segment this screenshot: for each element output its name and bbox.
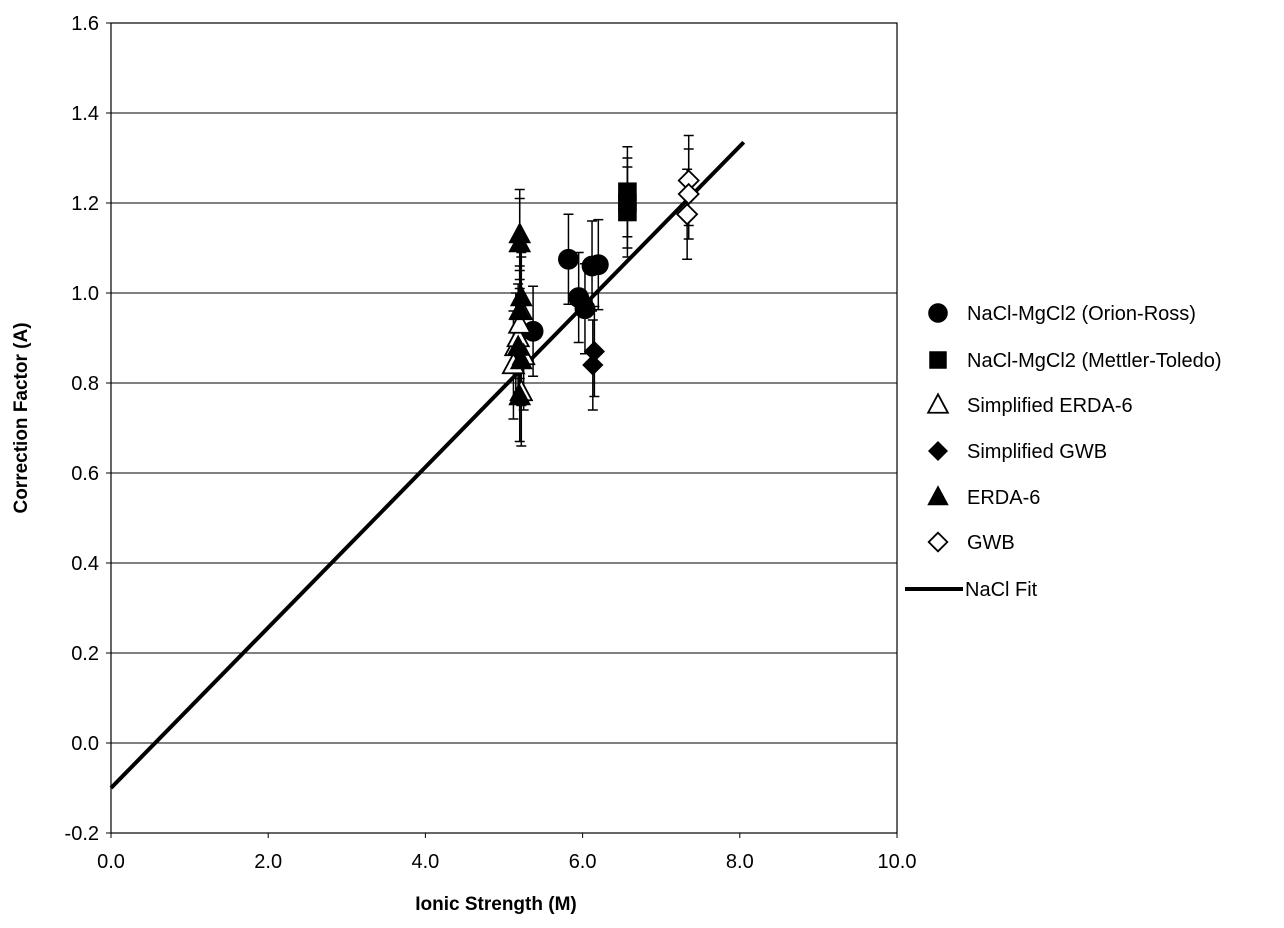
legend-item: ERDA-6 [927, 485, 1040, 509]
legend-item: Simplified ERDA-6 [926, 392, 1133, 417]
y-tick-label: 1.0 [71, 283, 99, 305]
data-point [675, 203, 699, 226]
legend-swatch [927, 531, 949, 553]
data-points [501, 169, 700, 406]
legend-label: Simplified GWB [967, 441, 1107, 463]
legend-label: NaCl Fit [965, 579, 1038, 601]
legend-label: NaCl-MgCl2 (Orion-Ross) [967, 303, 1196, 325]
data-point [509, 348, 533, 370]
y-tick-label: 0.2 [71, 643, 99, 665]
legend: NaCl-MgCl2 (Orion-Ross) NaCl-MgCl2 (Mettl… [905, 303, 1222, 601]
y-tick-label: 1.4 [71, 103, 99, 125]
data-point [508, 231, 532, 253]
legend-swatch [927, 485, 949, 506]
legend-label: NaCl-MgCl2 (Mettler-Toledo) [967, 350, 1222, 372]
x-axis-ticks: 0.0 2.0 4.0 6.0 8.0 10.0 [97, 833, 916, 873]
error-bars [508, 134, 694, 447]
x-tick-label: 10.0 [878, 851, 917, 873]
legend-label: GWB [967, 532, 1015, 554]
data-point [582, 354, 604, 376]
legend-label: Simplified ERDA-6 [967, 395, 1133, 417]
legend-item: NaCl Fit [905, 579, 1038, 601]
data-point [508, 298, 532, 320]
x-tick-label: 4.0 [411, 851, 439, 873]
y-tick-label: 1.6 [71, 13, 99, 35]
legend-swatch [929, 351, 947, 369]
x-tick-label: 8.0 [726, 851, 754, 873]
x-axis-title: Ionic Strength (M) [415, 894, 576, 915]
y-tick-label: 0.8 [71, 373, 99, 395]
x-tick-label: 6.0 [569, 851, 597, 873]
data-point [677, 182, 700, 206]
y-tick-label: -0.2 [65, 823, 99, 845]
data-point [508, 384, 532, 406]
legend-swatch [928, 303, 948, 323]
plot-area [110, 22, 898, 834]
legend-label: ERDA-6 [967, 487, 1040, 509]
y-tick-label: 0.0 [71, 733, 99, 755]
legend-item: NaCl-MgCl2 (Mettler-Toledo) [929, 350, 1222, 372]
gridlines [111, 22, 897, 834]
y-axis-ticks: -0.2 0.0 0.2 0.4 0.6 0.8 1.0 1.2 1.4 1.6 [65, 13, 111, 845]
y-tick-label: 1.2 [71, 193, 99, 215]
legend-swatch [926, 392, 950, 414]
x-tick-label: 0.0 [97, 851, 125, 873]
data-point [574, 298, 596, 320]
legend-item: Simplified GWB [927, 440, 1107, 463]
fit-line-layer [109, 140, 746, 790]
legend-item: GWB [927, 531, 1015, 554]
y-axis-title: Correction Factor (A) [11, 322, 32, 513]
y-tick-label: 0.4 [71, 553, 99, 575]
data-point [507, 311, 532, 334]
legend-swatch [927, 440, 949, 462]
x-tick-label: 2.0 [254, 851, 282, 873]
data-point [558, 248, 579, 270]
y-tick-label: 0.6 [71, 463, 99, 485]
legend-item: NaCl-MgCl2 (Orion-Ross) [928, 303, 1196, 325]
data-point [618, 202, 637, 222]
data-point [587, 254, 609, 276]
nacl-fit-line [109, 140, 746, 790]
